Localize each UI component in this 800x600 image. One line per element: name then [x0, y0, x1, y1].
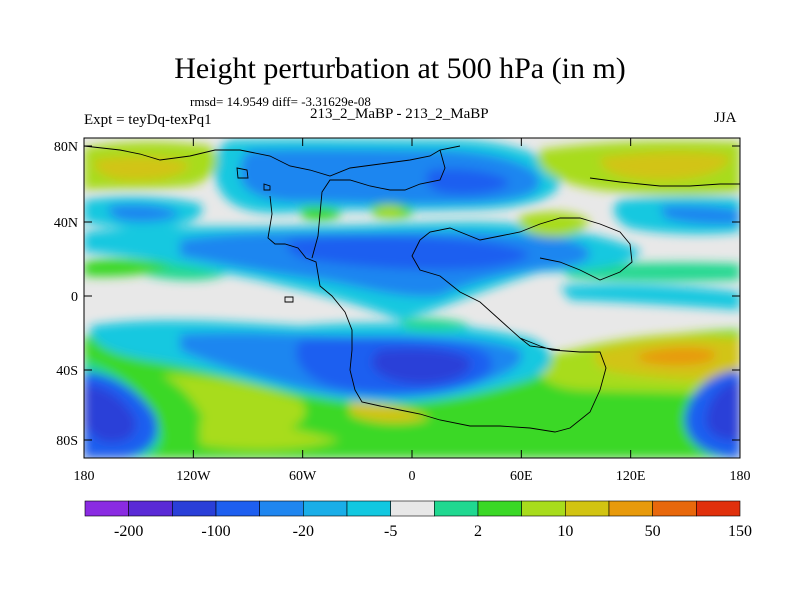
- colorbar-swatch: [652, 500, 697, 517]
- colorbar-swatch: [84, 500, 129, 517]
- field-equator-green-mid: [400, 318, 470, 331]
- lon-tick-label: 120E: [616, 469, 646, 484]
- field-equator-teal-right: [560, 262, 740, 282]
- experiment-label: Expt = teyDq-texPq1: [84, 112, 212, 128]
- case-label: 213_2_MaBP - 213_2_MaBP: [310, 106, 489, 122]
- island-outline: [236, 167, 249, 179]
- stats-line: rmsd= 14.9549 diff= -3.31629e-08: [190, 94, 371, 109]
- colorbar-label: 50: [645, 523, 661, 540]
- colorbar-swatch: [259, 500, 304, 517]
- lat-tick-label: 80N: [54, 140, 78, 155]
- colorbar-swatch: [215, 500, 260, 517]
- field-central-south-darkblue: [372, 348, 471, 384]
- field-top-deepblue: [426, 168, 510, 195]
- field-top-left-blue: [108, 204, 180, 222]
- field-equator-lightblue-right: [560, 284, 740, 310]
- colorbar-swatch: [303, 500, 348, 517]
- lon-tick-label: 120W: [176, 469, 211, 484]
- colorbar-label: 150: [728, 523, 752, 540]
- island-outline: [263, 183, 271, 191]
- colorbar-swatch: [390, 500, 435, 517]
- field-north-green-mid: [300, 206, 342, 221]
- lat-tick-label: 40N: [54, 216, 78, 231]
- island-outline: [284, 296, 294, 303]
- field-north-yellowgreen-mid2: [376, 205, 404, 217]
- field-southwest-blue-dark: [84, 385, 136, 443]
- chart-title: Height perturbation at 500 hPa (in m): [174, 52, 626, 85]
- field-top-left-yellow: [94, 156, 190, 181]
- lon-tick-label: 0: [409, 469, 416, 484]
- continent-outlines: [84, 145, 740, 433]
- lon-tick-label: 180: [74, 469, 95, 484]
- field-southeast-orange: [637, 347, 716, 366]
- field-south-lower-yellowgreen: [200, 420, 340, 450]
- field-north-deepblue: [286, 236, 530, 270]
- lat-tick-label: 80S: [56, 434, 78, 449]
- lat-tick-label: 0: [71, 290, 78, 305]
- colorbar-swatch: [565, 500, 610, 517]
- colorbar-label: -100: [201, 523, 230, 540]
- lon-tick-label: 60E: [510, 469, 533, 484]
- field-top-right-yellow: [600, 151, 730, 180]
- lat-tick-label: 40S: [56, 364, 78, 379]
- colorbar-swatch: [696, 500, 741, 517]
- coastline-outline: [84, 145, 740, 433]
- field-southeast-blue-dark: [705, 380, 740, 441]
- colorbar-swatch: [346, 500, 391, 517]
- colorbar-swatch: [172, 500, 217, 517]
- colorbar-label: -20: [293, 523, 314, 540]
- colorbar: -200 -100 -20 -5 2 10 50 150: [84, 500, 752, 540]
- colorbar-swatch: [608, 500, 653, 517]
- colorbar-label: -5: [384, 523, 397, 540]
- longitude-axis: 180 120W 60W 0 60E 120E 180: [74, 138, 751, 484]
- colorbar-label: 10: [557, 523, 573, 540]
- season-label: JJA: [714, 110, 737, 126]
- field-equator-green-left: [84, 258, 170, 277]
- colorbar-swatch: [477, 500, 522, 517]
- field-south-central-yellow: [350, 402, 430, 423]
- contour-field: [84, 138, 740, 458]
- colorbar-swatch: [521, 500, 566, 517]
- field-north-right-blue: [660, 205, 740, 225]
- colorbar-label: 2: [474, 523, 482, 540]
- colorbar-swatch: [434, 500, 479, 517]
- latitude-axis: 80N 40N 0 40S 80S: [54, 140, 740, 449]
- lon-tick-label: 180: [730, 469, 751, 484]
- colorbar-swatch: [128, 500, 173, 517]
- colorbar-label: -200: [114, 523, 143, 540]
- lon-tick-label: 60W: [289, 469, 317, 484]
